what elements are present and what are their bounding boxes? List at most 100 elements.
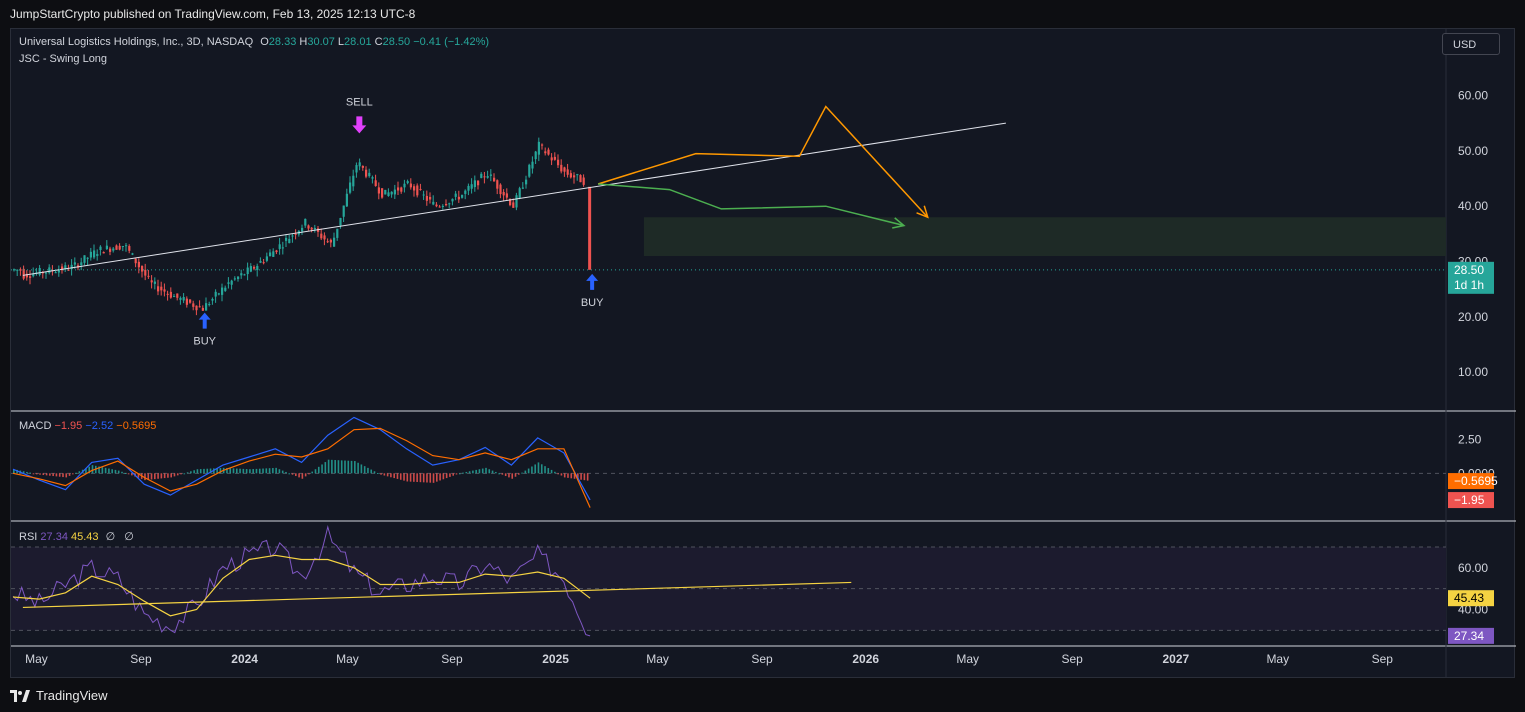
macd-hist-bar — [258, 468, 261, 474]
macd-hist-bar — [498, 473, 500, 475]
macd-hist-bar — [485, 467, 487, 474]
candle-body — [582, 177, 585, 185]
candle-body — [313, 227, 316, 230]
candle-body — [365, 169, 368, 177]
macd-hist-bar — [196, 469, 199, 474]
candle-body — [470, 184, 473, 189]
macd-hist-bar — [35, 473, 38, 475]
macd-hist-bar — [108, 468, 110, 474]
candle-body — [473, 180, 476, 188]
macd-hist-bar — [52, 473, 54, 477]
chart-canvas[interactable]: 10.0020.0030.0040.0050.0060.0070.00BUYSE… — [11, 29, 1516, 679]
macd-hist-bar — [406, 473, 409, 482]
macd-hist-bar — [511, 473, 514, 479]
currency-button[interactable]: USD — [1442, 33, 1500, 55]
candle-body — [249, 266, 252, 272]
countdown-badge: 1d 1h — [1454, 278, 1484, 292]
candle-body — [96, 254, 99, 256]
candle-body — [22, 268, 25, 279]
macd-hist-bar — [508, 473, 510, 478]
macd-hist-bar — [422, 473, 425, 483]
rsi-ma-value: 45.43 — [71, 531, 99, 543]
macd-hist-bar — [186, 472, 189, 474]
macd-hist-bar — [281, 470, 284, 474]
macd-hist-bar — [78, 471, 81, 474]
candle-body — [182, 297, 185, 301]
macd-hist-bar — [521, 472, 523, 474]
macd-hist-bar — [514, 473, 517, 477]
tradingview-logo-icon — [10, 689, 30, 702]
macd-legend[interactable]: MACD −1.95 −2.52 −0.5695 — [19, 420, 156, 432]
candle-body — [131, 253, 134, 255]
macd-hist-bar — [399, 473, 402, 480]
macd-hist-bar — [347, 460, 350, 474]
macd-hist-bar — [534, 464, 536, 474]
macd-hist-bar — [432, 473, 435, 483]
macd-hist-bar — [226, 468, 228, 474]
macd-hist-bar — [176, 473, 179, 476]
candle-body — [368, 172, 371, 177]
candle-body — [275, 250, 278, 253]
candle-body — [525, 179, 528, 185]
macd-hist-bar — [288, 473, 291, 475]
candle-body — [457, 196, 460, 200]
open-label: O — [260, 36, 269, 48]
macd-hist-bar — [413, 473, 415, 482]
macd-hist-bar — [350, 460, 353, 474]
candle-body — [73, 262, 76, 265]
chart-container[interactable]: 10.0020.0030.0040.0050.0060.0070.00BUYSE… — [10, 28, 1516, 679]
candle-body — [512, 202, 515, 208]
macd-hist-bar — [13, 469, 15, 474]
candle-body — [237, 276, 240, 280]
candle-body — [137, 261, 140, 268]
candle-body — [339, 218, 342, 226]
candle-body — [112, 248, 115, 251]
macd-hist-bar — [68, 473, 71, 476]
candle-body — [278, 244, 281, 249]
macd-hist-bar — [557, 473, 559, 475]
close-label: C — [374, 36, 383, 48]
macd-hist-bar — [442, 473, 445, 480]
candle-body — [429, 196, 432, 200]
macd-hist-bar — [245, 469, 248, 474]
macd-hist-bar — [340, 460, 343, 474]
macd-hist-bar — [163, 473, 166, 479]
candle-body — [192, 303, 195, 307]
candle-body — [579, 175, 582, 183]
candle-body — [422, 194, 425, 196]
indicator-legend[interactable]: JSC - Swing Long — [19, 53, 107, 65]
time-tick-label: Sep — [1061, 652, 1083, 666]
candle-body — [320, 233, 323, 239]
macd-hist-bar — [203, 468, 205, 474]
macd-hist-bar — [547, 468, 550, 474]
rsi-legend[interactable]: RSI 27.34 45.43 ∅ ∅ — [19, 530, 134, 543]
rsi-tick-label: 60.00 — [1458, 561, 1488, 575]
macd-hist-bar — [481, 468, 484, 474]
candle-body — [553, 156, 556, 160]
macd-hist-bar — [275, 467, 277, 474]
candle-body — [262, 262, 265, 264]
macd-hist-bar — [26, 471, 28, 474]
candle-body — [291, 235, 294, 237]
macd-hist-bar — [85, 468, 87, 474]
macd-hist-bar — [301, 473, 304, 479]
candle-body — [99, 246, 102, 251]
candle-body — [416, 185, 419, 196]
macd-hist-bar — [445, 473, 448, 479]
macd-hist-bar — [376, 472, 379, 474]
candle-body — [409, 183, 412, 188]
macd-hist-bar — [154, 473, 156, 480]
macd-hist-bar — [55, 473, 58, 477]
candle-body — [550, 157, 553, 161]
macd-hist-bar — [383, 473, 386, 476]
candle-body — [160, 286, 163, 291]
candle-body — [502, 191, 505, 196]
candle-body — [13, 269, 16, 271]
tradingview-logo[interactable]: TradingView — [10, 688, 108, 703]
time-tick-label: 2025 — [542, 652, 569, 666]
candle-body — [259, 260, 262, 263]
candle-body — [185, 298, 188, 305]
macd-hist-bar — [426, 473, 428, 483]
macd-hist-bar — [478, 469, 481, 474]
macd-hist-bar — [219, 468, 222, 474]
